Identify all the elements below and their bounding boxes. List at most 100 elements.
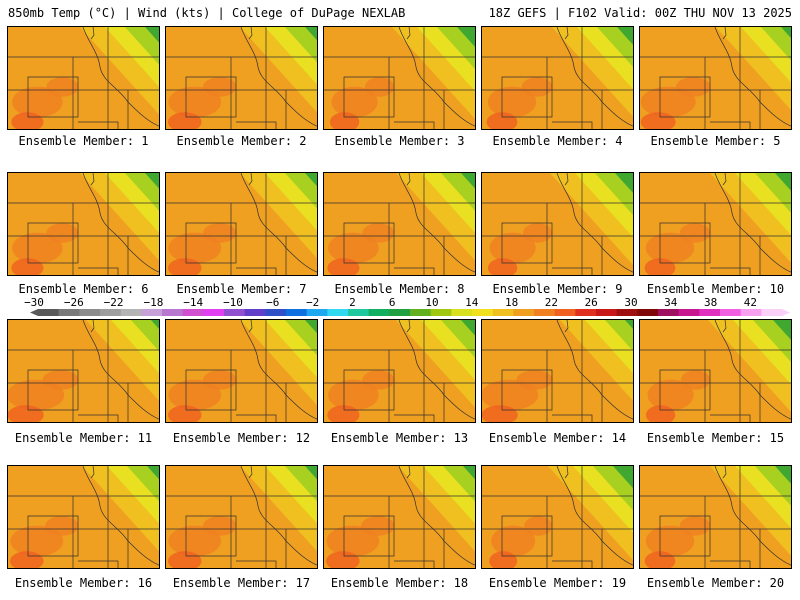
- colorbar-swatch: [740, 309, 762, 316]
- ensemble-member-label: Ensemble Member: 6: [18, 282, 149, 296]
- colorbar-tick-label: 6: [388, 296, 396, 309]
- colorbar-swatch: [451, 309, 473, 316]
- ensemble-map-11: [7, 319, 160, 423]
- colorbar-swatch: [224, 309, 246, 316]
- ensemble-map-10: [639, 172, 792, 276]
- ensemble-member-label: Ensemble Member: 7: [176, 282, 307, 296]
- colorbar-swatch: [368, 309, 390, 316]
- colorbar-swatch: [58, 309, 80, 316]
- colorbar-tick-label: 22: [544, 296, 559, 309]
- ensemble-member-label: Ensemble Member: 15: [646, 431, 785, 445]
- colorbar-tick-label: 2: [349, 296, 356, 309]
- ensemble-member-label: Ensemble Member: 9: [492, 282, 623, 296]
- ensemble-member-label: Ensemble Member: 19: [488, 576, 627, 590]
- ensemble-member-label: Ensemble Member: 20: [646, 576, 785, 590]
- ensemble-map-20: [639, 465, 792, 569]
- colorbar-tick-label: −18: [143, 296, 164, 309]
- ensemble-map-9: [481, 172, 634, 276]
- ensemble-map-13: [323, 319, 476, 423]
- ensemble-member-label: Ensemble Member: 11: [14, 431, 153, 445]
- ensemble-member-label: Ensemble Member: 18: [330, 576, 469, 590]
- colorbar-swatch: [637, 309, 659, 316]
- colorbar-swatch: [430, 309, 452, 316]
- ensemble-member-label: Ensemble Member: 4: [492, 134, 623, 148]
- colorbar-swatch: [720, 309, 742, 316]
- colorbar-swatch: [616, 309, 638, 316]
- ensemble-member-label: Ensemble Member: 17: [172, 576, 311, 590]
- colorbar-swatch: [120, 309, 142, 316]
- colorbar-tick-label: 38: [703, 296, 718, 309]
- colorbar-swatch: [699, 309, 721, 316]
- colorbar-tick-label: 14: [465, 296, 479, 309]
- ensemble-member-label: Ensemble Member: 10: [646, 282, 785, 296]
- colorbar-swatch: [265, 309, 287, 316]
- ensemble-map-15: [639, 319, 792, 423]
- ensemble-map-8: [323, 172, 476, 276]
- colorbar-min-arrow: [30, 309, 38, 316]
- colorbar-swatch: [575, 309, 597, 316]
- colorbar-swatch: [182, 309, 204, 316]
- colorbar-tick-label: 30: [624, 296, 638, 309]
- colorbar-swatch: [38, 309, 60, 316]
- ensemble-member-label: Ensemble Member: 8: [334, 282, 465, 296]
- ensemble-map-4: [481, 26, 634, 130]
- ensemble-map-3: [323, 26, 476, 130]
- ensemble-map-16: [7, 465, 160, 569]
- header-title-right: 18Z GEFS | F102 Valid: 00Z THU NOV 13 20…: [488, 6, 792, 20]
- ensemble-member-label: Ensemble Member: 13: [330, 431, 469, 445]
- colorbar-swatch: [410, 309, 432, 316]
- colorbar-swatch: [100, 309, 122, 316]
- ensemble-map-7: [165, 172, 318, 276]
- colorbar-swatch: [244, 309, 266, 316]
- colorbar-swatch: [79, 309, 101, 316]
- colorbar-tick-label: −14: [183, 296, 204, 309]
- ensemble-member-label: Ensemble Member: 12: [172, 431, 311, 445]
- ensemble-member-label: Ensemble Member: 3: [334, 134, 465, 148]
- colorbar-swatch: [658, 309, 680, 316]
- colorbar-swatch: [472, 309, 494, 316]
- colorbar-swatch: [534, 309, 556, 316]
- colorbar-tick-label: 42: [743, 296, 758, 309]
- colorbar: [30, 309, 790, 316]
- colorbar-swatch: [596, 309, 618, 316]
- ensemble-map-5: [639, 26, 792, 130]
- ensemble-map-1: [7, 26, 160, 130]
- ensemble-map-18: [323, 465, 476, 569]
- ensemble-member-label: Ensemble Member: 16: [14, 576, 153, 590]
- ensemble-map-19: [481, 465, 634, 569]
- colorbar-tick-label: −26: [63, 296, 84, 309]
- colorbar-swatch: [162, 309, 184, 316]
- colorbar-swatch: [678, 309, 700, 316]
- colorbar-tick-label: −2: [305, 296, 320, 309]
- ensemble-member-label: Ensemble Member: 14: [488, 431, 627, 445]
- ensemble-member-label: Ensemble Member: 1: [18, 134, 149, 148]
- ensemble-map-6: [7, 172, 160, 276]
- colorbar-swatch: [492, 309, 514, 316]
- colorbar-swatch: [306, 309, 328, 316]
- colorbar-swatch: [348, 309, 370, 316]
- colorbar-tick-label: 10: [425, 296, 439, 309]
- ensemble-map-2: [165, 26, 318, 130]
- ensemble-map-14: [481, 319, 634, 423]
- header-title-left: 850mb Temp (°C) | Wind (kts) | College o…: [8, 6, 406, 20]
- colorbar-tick-label: −10: [223, 296, 243, 309]
- colorbar-swatch: [554, 309, 576, 316]
- colorbar-swatch: [286, 309, 308, 316]
- colorbar-swatch: [141, 309, 163, 316]
- colorbar-max-arrow: [782, 309, 790, 316]
- colorbar-swatch: [389, 309, 411, 316]
- colorbar-swatch: [513, 309, 535, 316]
- colorbar-tick-label: −30: [24, 296, 44, 309]
- ensemble-member-label: Ensemble Member: 2: [176, 134, 307, 148]
- colorbar-swatch: [327, 309, 349, 316]
- colorbar-tick-label: −6: [266, 296, 280, 309]
- colorbar-swatch: [761, 309, 783, 316]
- colorbar-tick-label: 26: [584, 296, 598, 309]
- ensemble-map-12: [165, 319, 318, 423]
- ensemble-member-label: Ensemble Member: 5: [650, 134, 781, 148]
- ensemble-map-17: [165, 465, 318, 569]
- colorbar-tick-label: −22: [103, 296, 124, 309]
- colorbar-tick-label: 34: [664, 296, 678, 309]
- colorbar-swatch: [203, 309, 225, 316]
- colorbar-tick-label: 18: [504, 296, 519, 309]
